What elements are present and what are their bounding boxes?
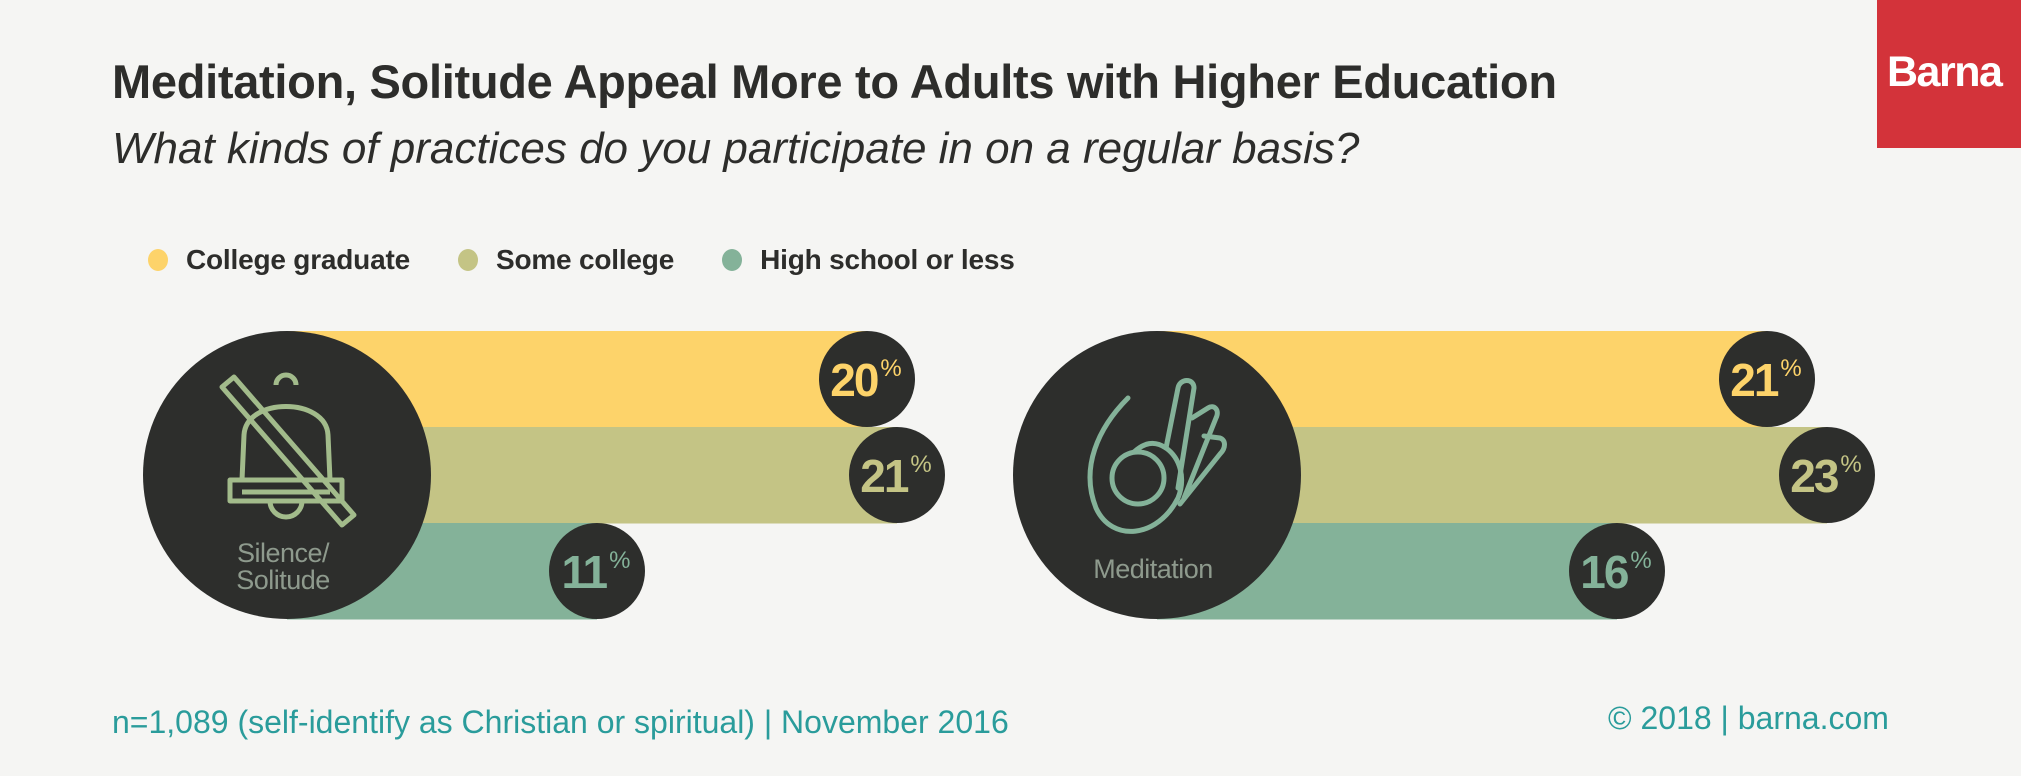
bar-end-cap (849, 427, 945, 523)
barna-logo: Barna (1877, 0, 2021, 148)
bar-end-cap (1719, 331, 1815, 427)
data-label: 23% (1790, 450, 1861, 502)
logo-text: Barna (1887, 48, 2003, 96)
legend-label: High school or less (760, 244, 1015, 275)
bar-end-cap (819, 331, 915, 427)
data-label: 20% (830, 354, 901, 406)
bar-end-cap (549, 523, 645, 619)
legend-item-college-graduate: College graduate (148, 244, 410, 276)
bell-slash-icon (219, 372, 357, 528)
sample-note: n=1,089 (self-identify as Christian or s… (112, 704, 1009, 740)
data-label: 21% (1730, 354, 1801, 406)
category-label: Silence/ (237, 538, 330, 568)
chart-legend: College graduate Some college High schoo… (148, 244, 1063, 276)
legend-item-some-college: Some college (457, 244, 675, 276)
data-label: 21% (860, 450, 931, 502)
copyright: © 2018 | barna.com (1608, 700, 1889, 736)
legend-label: College graduate (186, 244, 410, 275)
legend-swatch (457, 249, 478, 271)
category-label: Solitude (236, 565, 330, 595)
page-subtitle: What kinds of practices do you participa… (112, 124, 1360, 173)
page-title: Meditation, Solitude Appeal More to Adul… (112, 55, 1557, 108)
category-hub-0 (143, 331, 431, 619)
data-label: 16% (1580, 546, 1651, 598)
legend-swatch (148, 249, 168, 271)
data-label: 11% (562, 546, 631, 598)
category-hub-1 (1013, 331, 1301, 619)
bar-end-cap (1569, 523, 1665, 619)
bar-end-cap (1779, 427, 1875, 523)
mudra-hand-icon (1087, 378, 1227, 534)
legend-label: Some college (495, 244, 675, 275)
legend-swatch (722, 249, 743, 271)
legend-item-high-school-or-less: High school or less (722, 244, 1015, 276)
category-label: Meditation (1093, 554, 1213, 584)
